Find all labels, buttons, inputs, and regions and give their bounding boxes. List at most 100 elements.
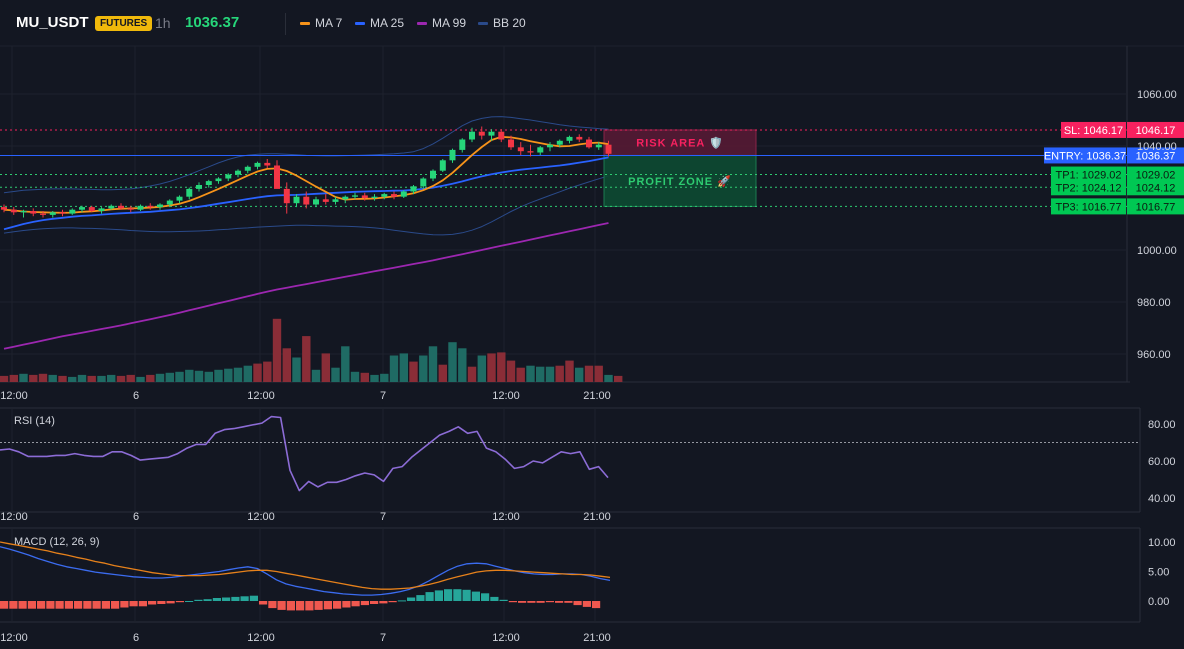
timeframe-label[interactable]: 1h [155, 15, 171, 31]
macd-histogram-bar [573, 601, 582, 606]
time-axis-tick: 12:00 [247, 632, 275, 644]
volume-bar [311, 369, 321, 382]
candle-body [352, 195, 358, 197]
candle-body [547, 144, 553, 148]
macd-histogram-bar [471, 591, 480, 601]
volume-bar [565, 360, 574, 382]
symbol-name[interactable]: MU_USDT [16, 14, 89, 31]
candle-body [527, 151, 534, 153]
macd-histogram-bar [323, 601, 332, 610]
macd-histogram-bar [527, 601, 536, 603]
volume-bar [302, 336, 311, 382]
macd-histogram-bar [249, 595, 258, 601]
macd-histogram-bar [462, 589, 471, 601]
legend-ma99[interactable]: MA 99 [417, 16, 466, 30]
macd-histogram-bar [175, 601, 184, 603]
legend-ma25[interactable]: MA 25 [355, 16, 404, 30]
candle-body [322, 199, 329, 202]
candle-body [127, 208, 134, 210]
candle-body [59, 212, 66, 214]
volume-bar [545, 366, 555, 382]
price-axis-tick: 1000.00 [1137, 245, 1177, 257]
candle-body [98, 208, 105, 211]
macd-histogram-bar [351, 601, 360, 607]
volume-bar [380, 373, 389, 382]
level-tag-text: TP2: 1024.12 [1055, 182, 1121, 194]
time-axis-tick: 12:00 [0, 632, 28, 644]
volume-bar [107, 374, 116, 382]
volume-bar [594, 365, 603, 382]
candle-body [244, 166, 251, 171]
legend-bb20[interactable]: BB 20 [478, 16, 526, 30]
level-value-bg [1127, 147, 1184, 164]
volume-bar [526, 365, 535, 382]
macd-histogram-bar [508, 601, 517, 603]
time-axis-tick: 7 [380, 632, 386, 644]
level-tag-bg [1061, 121, 1126, 138]
level-tag-bg [1051, 198, 1126, 215]
macd-histogram-bar [444, 589, 453, 601]
time-axis-tick: 7 [380, 511, 386, 523]
macd-histogram-bar [101, 601, 110, 609]
level-label-tp: TP3: 1016.77 1016.77 [1051, 198, 1184, 215]
candle-body [478, 131, 485, 136]
time-axis-tick: 12:00 [0, 511, 28, 523]
macd-axis-tick: 5.00 [1148, 567, 1169, 579]
level-value-text: 1024.12 [1136, 182, 1176, 194]
candle-body [498, 131, 505, 140]
macd-histogram-bar [166, 601, 175, 604]
volume-bar [87, 375, 96, 382]
macd-histogram-bar [342, 601, 351, 608]
macd-histogram-bar [453, 589, 462, 601]
candle-body [410, 186, 417, 192]
macd-histogram-bar [582, 601, 591, 607]
macd-histogram-bar [370, 601, 379, 604]
legend-label: BB 20 [493, 16, 526, 30]
candle-body [79, 207, 85, 210]
level-tag-text: SL: 1046.17 [1064, 125, 1123, 137]
candle-body [566, 136, 573, 141]
volume-bar [146, 374, 155, 382]
legend-label: MA 25 [370, 16, 405, 30]
candle-body [176, 196, 183, 201]
macd-histogram-bar [120, 601, 129, 608]
macd-histogram-bar [434, 590, 443, 601]
macd-histogram-bar [286, 601, 295, 611]
candle-body [371, 196, 378, 198]
volume-bar [126, 374, 135, 382]
macd-histogram-bar [490, 596, 499, 601]
macd-histogram-bar [64, 601, 73, 609]
candle-body [137, 205, 144, 210]
time-axis-tick: 6 [133, 390, 139, 402]
candle-body [10, 209, 17, 213]
time-axis-tick: 7 [380, 390, 386, 402]
volume-bar [204, 371, 213, 382]
volume-bar [19, 373, 28, 382]
volume-bar [399, 353, 408, 382]
time-axis-tick: 12:00 [492, 390, 520, 402]
macd-histogram-bar [407, 597, 416, 601]
macd-histogram-bar [259, 601, 268, 605]
candle-body [361, 195, 368, 198]
volume-bar [165, 372, 174, 382]
volume-bar [341, 346, 350, 382]
candle-body [605, 144, 612, 154]
volume-bar [282, 348, 291, 382]
ma7-line [3, 136, 609, 214]
chart-header: MU_USDT FUTURES 1h 1036.37 MA 7 MA 25 MA… [0, 0, 1184, 46]
legend-ma7[interactable]: MA 7 [300, 16, 342, 30]
time-axis-tick: 12:00 [247, 390, 275, 402]
legend-swatch [355, 22, 365, 26]
volume-bar [321, 353, 330, 382]
macd-histogram-bar [9, 601, 18, 609]
macd-histogram-bar [425, 592, 434, 601]
macd-histogram-bar [138, 601, 147, 607]
macd-histogram-bar [222, 597, 231, 601]
candle-body [88, 207, 95, 211]
volume-bar [350, 371, 360, 382]
time-axis-tick: 21:00 [583, 511, 611, 523]
macd-histogram-bar [360, 601, 369, 606]
candle-body [586, 139, 592, 148]
volume-bar [487, 353, 496, 382]
